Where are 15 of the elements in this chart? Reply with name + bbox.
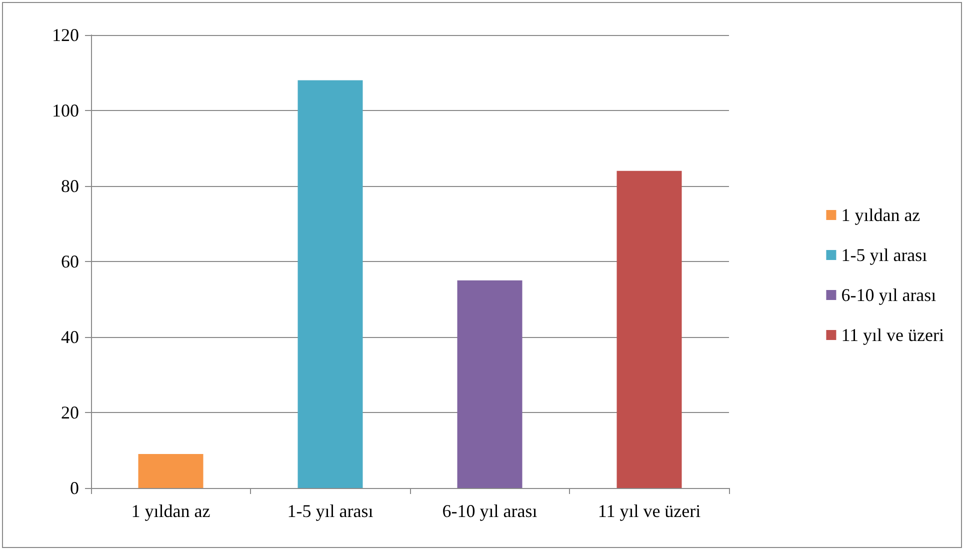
legend-label: 1-5 yıl arası: [841, 245, 928, 265]
y-tick-label: 40: [61, 327, 79, 347]
y-tick-label: 80: [61, 176, 79, 196]
legend-label: 11 yıl ve üzeri: [841, 325, 944, 345]
y-tick-label: 100: [52, 100, 79, 120]
y-tick-label: 60: [61, 252, 79, 272]
legend-label: 1 yıldan az: [841, 205, 920, 225]
x-tick-label: 1-5 yıl arası: [287, 501, 374, 521]
x-tick-label: 6-10 yıl arası: [442, 501, 538, 521]
y-tick-label: 120: [52, 25, 79, 45]
y-tick-label: 0: [70, 478, 79, 498]
x-tick-label: 11 yıl ve üzeri: [598, 501, 701, 521]
x-tick-label: 1 yıldan az: [131, 501, 210, 521]
y-tick-label: 20: [61, 402, 79, 422]
legend-label: 6-10 yıl arası: [841, 285, 936, 305]
